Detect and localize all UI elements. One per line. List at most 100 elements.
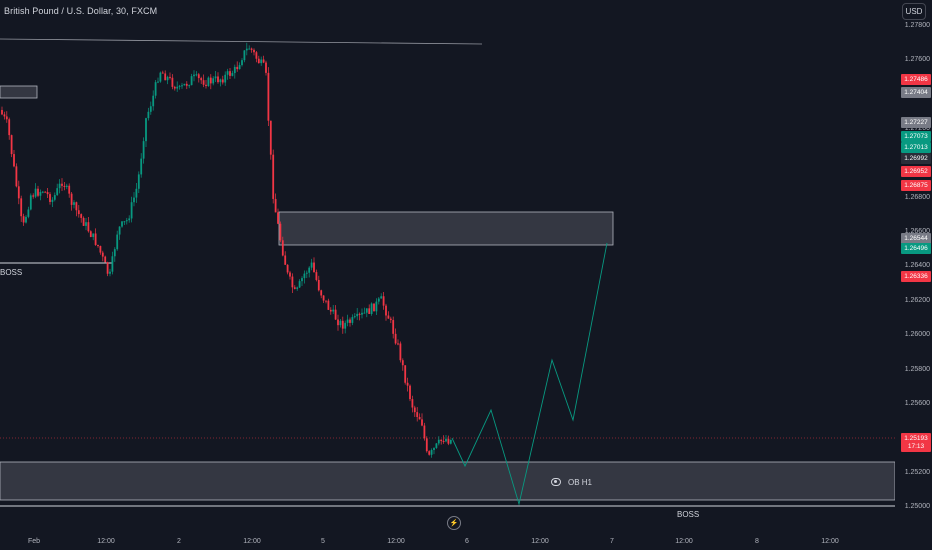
candle-body (39, 191, 42, 196)
candle-body (166, 76, 169, 81)
supply-zone-right (278, 211, 614, 246)
currency-button[interactable]: USD (902, 3, 926, 20)
candle-body (423, 425, 426, 439)
candle-body (80, 214, 83, 218)
candle-body (22, 216, 25, 223)
candle-body (365, 308, 368, 313)
candle-body (377, 298, 380, 302)
time-axis[interactable]: Feb 12:00 2 12:00 5 12:00 6 12:00 7 12:00 8 12:00 (0, 530, 895, 550)
candle-body (358, 313, 361, 315)
candle-body (61, 183, 63, 186)
price-tick-label: 1.26800 (904, 193, 930, 201)
candle-body (8, 119, 11, 136)
candle-body (329, 309, 332, 312)
candle-body (157, 81, 159, 83)
price-tag: 1.26952 (901, 166, 931, 177)
candle-body (260, 59, 263, 64)
candle-body (207, 77, 210, 87)
candle-body (140, 158, 143, 175)
candle-body (221, 79, 224, 83)
candle-body (56, 188, 59, 196)
candle-body (373, 303, 375, 312)
candle-body (123, 221, 126, 223)
candle-body (392, 320, 395, 334)
candle-body (193, 74, 195, 77)
candle-body (447, 438, 450, 444)
candle-body (49, 194, 51, 202)
price-tag: 1.26992 (901, 153, 931, 164)
candle-body (308, 267, 311, 273)
candle-body (353, 316, 356, 318)
candle-body (77, 210, 80, 215)
candle-body (161, 72, 164, 74)
price-tag: 1.27227 (901, 117, 931, 128)
candle-body (178, 85, 181, 87)
candle-body (382, 296, 385, 306)
candle-body (322, 295, 325, 301)
candle-body (128, 218, 131, 221)
candle-body (257, 58, 260, 64)
candle-body (255, 52, 258, 59)
candle-body (370, 303, 373, 314)
candle-body (92, 233, 95, 237)
lightning-icon[interactable]: ⚡ (447, 516, 461, 530)
candle-body (10, 135, 13, 155)
current-price: 1.25193 (904, 434, 928, 442)
candle-body (272, 154, 275, 199)
candle-body (236, 66, 239, 70)
candle-body (320, 290, 323, 296)
candle-body (41, 191, 44, 193)
candle-body (253, 49, 255, 53)
candle-body (363, 312, 366, 314)
candle-body (226, 71, 229, 75)
price-tick-label: 1.26400 (904, 262, 930, 270)
candle-body (449, 439, 452, 444)
price-tick-label: 1.26600 (904, 227, 930, 235)
candle-body (135, 188, 138, 198)
candle-body (169, 76, 171, 78)
candle-body (281, 240, 284, 256)
current-price-tag: 1.25193 17:13 (901, 433, 931, 452)
candle-body (118, 226, 121, 235)
candle-body (413, 407, 416, 413)
candle-body (418, 417, 421, 420)
candle-body (344, 322, 347, 329)
candle-body (284, 255, 287, 265)
chart-canvas[interactable] (0, 0, 896, 530)
time-label: 12:00 (243, 538, 261, 545)
candle-body (20, 198, 23, 217)
candle-body (430, 450, 433, 455)
candle-body (334, 309, 337, 320)
candle-body (29, 195, 32, 210)
candle-body (310, 262, 313, 268)
candle-body (277, 212, 279, 224)
candle-body (368, 308, 371, 314)
candle-body (94, 233, 97, 245)
candle-body (159, 72, 162, 82)
price-tag: 1.27486 (901, 74, 931, 85)
price-tick-label: 1.25800 (904, 365, 930, 373)
eye-icon[interactable] (551, 478, 561, 486)
candle-body (164, 73, 167, 81)
candle-body (145, 118, 147, 142)
candle-body (133, 197, 135, 203)
candle-body (303, 273, 306, 279)
time-label: 8 (755, 538, 759, 545)
supply-zone-left (0, 85, 38, 99)
candle-body (250, 48, 253, 50)
candle-body (346, 319, 349, 323)
symbol-title[interactable]: British Pound / U.S. Dollar, 30, FXCM (4, 6, 158, 16)
candle-body (200, 78, 203, 81)
candle-body (85, 222, 87, 226)
candle-body (109, 271, 111, 274)
candle-body (351, 317, 354, 323)
candle-body (99, 246, 102, 253)
candle-body (224, 74, 227, 83)
candle-body (265, 62, 267, 73)
time-label: 6 (465, 538, 469, 545)
ob-h1-label: OB H1 (568, 478, 593, 487)
candle-body (82, 217, 85, 226)
candle-body (262, 59, 265, 63)
candle-body (387, 315, 390, 319)
